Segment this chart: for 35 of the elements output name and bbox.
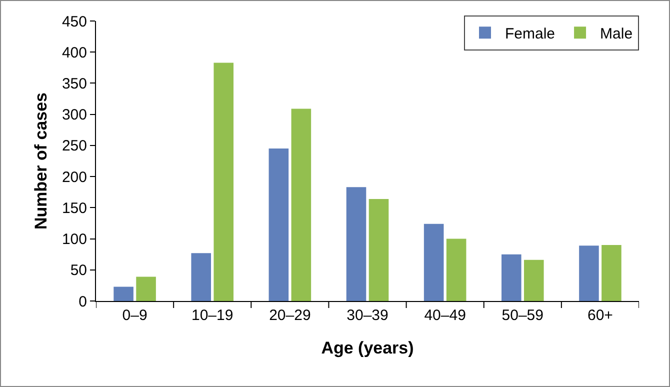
bar — [291, 108, 312, 301]
bar — [524, 260, 544, 301]
y-tick-label: 250 — [62, 138, 87, 155]
y-tick-label: 100 — [62, 231, 87, 248]
y-tick-label: 350 — [62, 75, 87, 92]
bar — [268, 148, 289, 301]
y-tick-label: 200 — [62, 168, 87, 186]
y-tick-label: 300 — [62, 106, 87, 124]
legend-label: Female — [505, 26, 556, 42]
bar — [136, 276, 156, 301]
bar — [502, 254, 522, 301]
bar — [346, 187, 366, 301]
x-tick-label: 60+ — [587, 307, 614, 324]
y-tick-label: 0 — [78, 293, 87, 310]
x-axis-title: Age (years) — [321, 338, 414, 358]
y-tick-label: 400 — [62, 44, 87, 62]
y-tick-label: 450 — [62, 13, 87, 30]
bar — [446, 238, 466, 301]
x-tick-label: 50–59 — [502, 307, 544, 324]
y-tick-label: 50 — [70, 262, 87, 280]
y-tick-label: 150 — [62, 200, 87, 217]
legend-label: Male — [600, 26, 633, 42]
bar — [114, 286, 134, 301]
x-tick-label: 30–39 — [346, 307, 388, 324]
bar — [368, 198, 389, 301]
bar — [214, 62, 234, 301]
x-tick-label: 0–9 — [122, 307, 148, 324]
bar — [424, 224, 444, 301]
bar — [191, 253, 212, 301]
x-tick-label: 20–29 — [269, 307, 311, 324]
y-axis-title: Number of cases — [32, 92, 51, 230]
bar — [579, 246, 599, 301]
x-tick-label: 40–49 — [424, 307, 466, 324]
bar — [602, 245, 622, 301]
x-tick-label: 10–19 — [192, 307, 234, 324]
